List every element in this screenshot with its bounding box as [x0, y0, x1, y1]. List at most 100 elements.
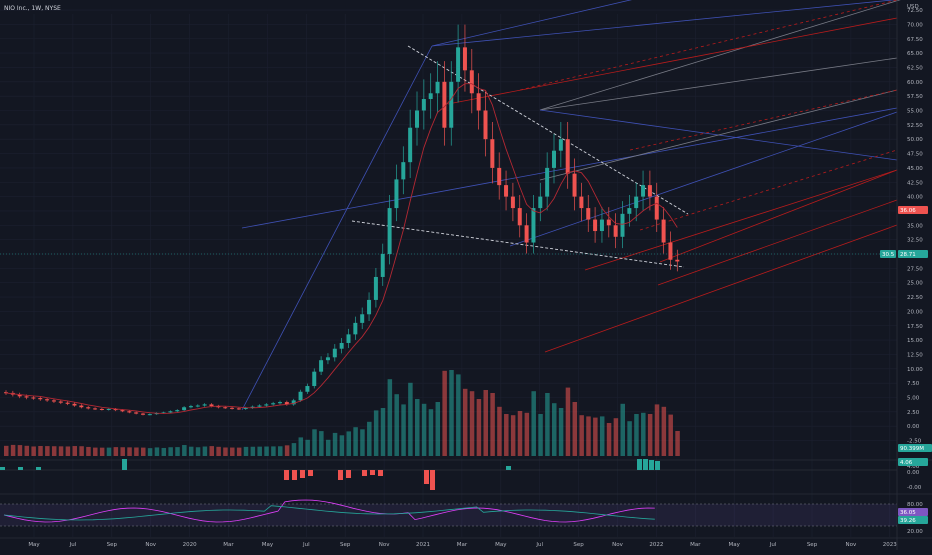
oscillator-bar	[36, 467, 41, 470]
volume-bar	[154, 447, 160, 456]
volume-bar	[606, 423, 612, 456]
candle-body	[339, 342, 344, 349]
candle-body	[647, 185, 652, 197]
currency-label: USD	[907, 4, 919, 10]
rsi-line	[3, 499, 655, 523]
time-tick-label: 2023	[883, 542, 897, 548]
oscillator-bar	[643, 459, 648, 470]
rsi-signal-badge-bg	[898, 516, 928, 524]
symbol-title: NIO Inc., 1W, NYSE	[4, 5, 61, 12]
candle-body	[373, 276, 378, 300]
candle-body	[312, 371, 317, 387]
volume-bar	[58, 446, 64, 456]
volume-bar	[93, 447, 98, 456]
candle-body	[497, 167, 502, 186]
volume-bar	[490, 393, 495, 456]
volume-bar	[367, 421, 372, 456]
volume-bar	[394, 394, 399, 456]
volume-bar	[531, 391, 536, 456]
volume-bar	[586, 416, 591, 456]
volume-bar	[401, 404, 406, 456]
time-tick-label: 2022	[649, 542, 663, 548]
volume-bar	[565, 387, 571, 456]
candle-body	[127, 411, 132, 413]
volume-bar	[134, 447, 139, 456]
candle-body	[442, 81, 447, 128]
candle-body	[613, 225, 618, 237]
volume-bar	[79, 446, 84, 456]
candle-body	[668, 242, 673, 260]
volume-bar	[305, 439, 310, 456]
candle-body	[264, 404, 269, 406]
volume-bar	[647, 414, 653, 456]
volume-bar	[634, 414, 639, 456]
volume-bar	[538, 414, 543, 456]
candle-body	[45, 399, 50, 401]
price-tick-label: 7.50	[907, 381, 920, 387]
candle-body	[243, 407, 248, 409]
channel-red-4	[659, 169, 898, 263]
volume-bar	[120, 447, 125, 456]
hline-price-badge-bg	[898, 206, 928, 214]
volume-bar	[257, 446, 262, 456]
volume-bar	[675, 430, 680, 456]
rsi-band	[0, 504, 897, 526]
price-tick-label: 5.00	[907, 396, 920, 402]
volume-bar	[497, 406, 502, 456]
candle-body	[175, 410, 180, 412]
price-tick-label: 50.00	[907, 137, 923, 143]
candle-body	[147, 414, 152, 416]
channel-blue-lower	[509, 111, 898, 247]
time-tick-label: Nov	[145, 542, 156, 548]
candle-body	[572, 173, 577, 197]
oscillator-bar	[0, 467, 5, 470]
price-tick-label: 40.00	[907, 195, 923, 201]
time-tick-label: May	[262, 542, 274, 548]
volume-bar	[291, 443, 297, 456]
candle-body	[380, 254, 385, 277]
time-tick-label: Sep	[573, 542, 584, 548]
price-tick-label: 12.50	[907, 352, 923, 358]
time-tick-label: Mar	[457, 542, 468, 548]
volume-bar	[353, 427, 358, 456]
candle-body	[291, 400, 296, 405]
volume-bar	[24, 445, 30, 456]
oscillator-bar	[292, 470, 297, 480]
price-tick-label: 47.50	[907, 152, 923, 158]
candle-body	[113, 408, 118, 411]
candle-body	[24, 396, 29, 398]
volume-bar	[613, 418, 619, 456]
volume-badge: 90.399M	[900, 446, 924, 452]
candle-body	[38, 398, 43, 400]
channel-red-3	[544, 224, 898, 353]
candle-body	[195, 405, 200, 407]
candle-body	[298, 391, 303, 401]
oscillator-bar	[18, 467, 23, 470]
candle-body	[627, 208, 632, 214]
candle-body	[593, 219, 598, 232]
oscillator-bar	[338, 470, 343, 480]
oscillator-bar	[655, 461, 660, 470]
candle-body	[415, 110, 419, 128]
time-tick-label: Nov	[612, 542, 623, 548]
price-tick-label: 67.50	[907, 37, 923, 43]
time-tick-label: May	[28, 542, 40, 548]
candle-body	[284, 402, 289, 405]
oscillator-bar	[506, 466, 511, 470]
candle-body	[565, 139, 570, 174]
volume-bar	[510, 415, 516, 456]
time-tick-label: Nov	[846, 542, 857, 548]
candle-body	[504, 185, 509, 197]
candle-body	[428, 93, 433, 100]
volume-bar	[31, 446, 36, 456]
volume-bar	[435, 402, 441, 456]
last-price-badge: 28.71	[900, 252, 916, 258]
candle-body	[641, 185, 646, 197]
volume-bar	[408, 382, 413, 456]
channel-gray-1	[539, 0, 901, 111]
volume-bar	[86, 446, 91, 456]
volume-bar	[620, 403, 625, 456]
channel-red-dash	[519, 0, 898, 91]
candle-body	[367, 299, 372, 315]
